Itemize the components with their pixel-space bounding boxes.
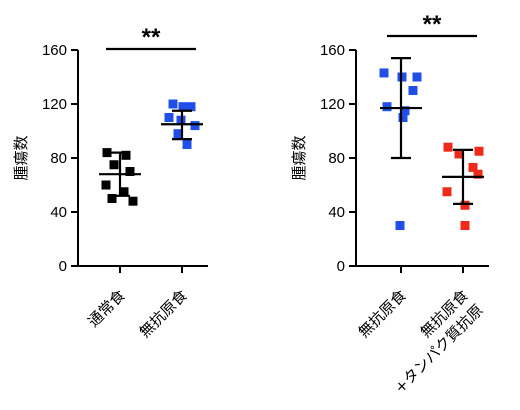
x-category-label: 通常食 bbox=[84, 286, 129, 331]
y-tick-label: 80 bbox=[328, 150, 345, 167]
data-point bbox=[109, 160, 119, 170]
data-point bbox=[398, 113, 408, 122]
x-category-label-line: 無抗原食 bbox=[355, 286, 410, 341]
y-axis-label: 腫瘍数 bbox=[12, 135, 30, 180]
data-point bbox=[460, 200, 470, 210]
data-point bbox=[173, 129, 183, 139]
y-tick-label: 160 bbox=[320, 42, 345, 59]
significance-label: ** bbox=[423, 11, 442, 38]
y-tick-label: 0 bbox=[337, 258, 345, 275]
data-point bbox=[164, 113, 174, 122]
significance-label: ** bbox=[142, 24, 161, 51]
data-point bbox=[443, 142, 453, 152]
y-tick-label: 120 bbox=[320, 96, 345, 113]
data-point bbox=[182, 140, 192, 149]
data-point bbox=[460, 221, 470, 230]
data-point bbox=[168, 99, 178, 109]
data-point bbox=[119, 187, 129, 197]
y-tick-label: 80 bbox=[50, 150, 67, 167]
y-tick-label: 40 bbox=[328, 204, 345, 221]
x-category-label-line: 通常食 bbox=[84, 286, 129, 331]
x-category-label-line: 無抗原食 bbox=[136, 286, 191, 341]
data-point bbox=[473, 169, 483, 179]
data-point bbox=[178, 102, 188, 112]
data-point bbox=[190, 121, 200, 131]
x-category-label: 無抗原食 bbox=[355, 286, 410, 341]
data-point bbox=[101, 180, 111, 190]
y-tick-label: 160 bbox=[42, 42, 67, 59]
y-tick-label: 0 bbox=[59, 258, 67, 275]
data-point bbox=[468, 162, 478, 172]
y-axis-label: 腫瘍数 bbox=[290, 135, 308, 180]
data-point bbox=[474, 146, 484, 156]
y-tick-label: 40 bbox=[50, 204, 67, 221]
data-point bbox=[400, 106, 410, 116]
data-point bbox=[102, 148, 112, 158]
y-tick-label: 120 bbox=[42, 96, 67, 113]
data-point bbox=[442, 187, 452, 197]
data-point bbox=[382, 102, 392, 112]
data-point bbox=[412, 72, 422, 82]
x-category-label: 無抗原食 bbox=[136, 286, 191, 341]
data-point bbox=[454, 149, 464, 159]
data-point bbox=[125, 167, 135, 176]
data-point bbox=[395, 221, 405, 230]
data-point bbox=[408, 86, 418, 95]
data-point bbox=[107, 194, 117, 203]
data-point bbox=[379, 68, 389, 78]
data-point bbox=[128, 196, 138, 206]
data-point bbox=[186, 102, 196, 112]
data-point bbox=[121, 150, 131, 160]
